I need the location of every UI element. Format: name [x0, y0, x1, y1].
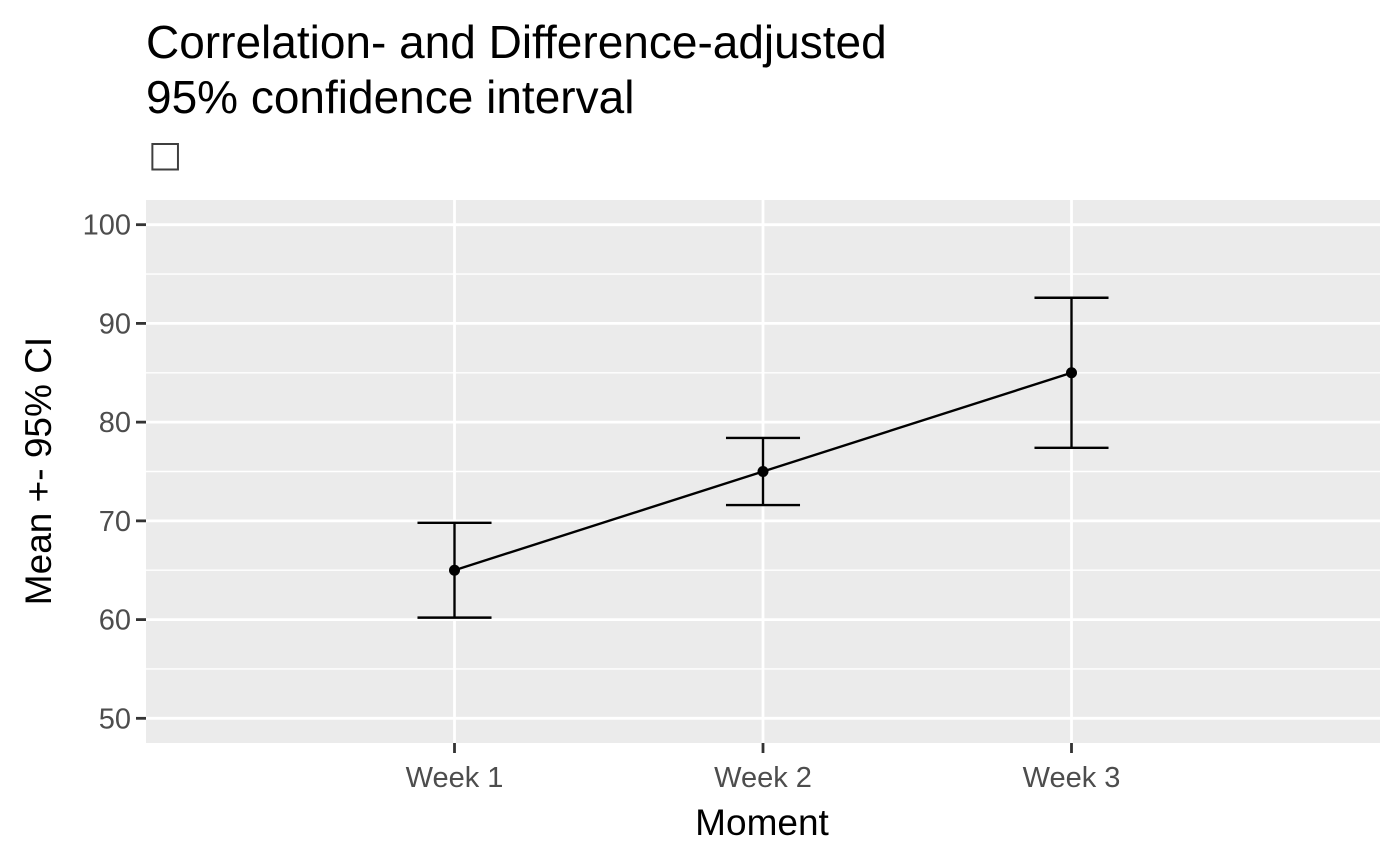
data-point — [1066, 367, 1077, 379]
y-tick-label: 90 — [99, 308, 131, 340]
x-tick-label: Week 1 — [406, 762, 504, 794]
data-point — [757, 466, 769, 477]
y-tick-label: 70 — [99, 506, 131, 538]
x-axis-title: Moment — [695, 802, 829, 843]
y-axis: 50 60 70 80 90 100 — [83, 210, 146, 735]
y-axis-title: Mean +- 95% CI — [18, 337, 59, 605]
x-tick-label: Week 3 — [1023, 762, 1121, 794]
x-tick-label: Week 2 — [714, 762, 812, 794]
y-tick-label: 80 — [99, 407, 131, 439]
x-axis: Week 1 Week 2 Week 3 — [406, 743, 1121, 794]
chart-title: Correlation- and Difference-adjusted — [146, 16, 887, 68]
subtitle-glyph: □ — [148, 134, 182, 175]
y-tick-label: 50 — [99, 703, 131, 735]
series-layer — [417, 296, 1109, 619]
grid-major — [146, 200, 1380, 743]
y-tick-label: 100 — [83, 210, 131, 242]
y-tick-label: 60 — [99, 605, 131, 637]
chart-subtitle: 95% confidence interval — [146, 71, 634, 123]
data-point — [449, 564, 460, 576]
